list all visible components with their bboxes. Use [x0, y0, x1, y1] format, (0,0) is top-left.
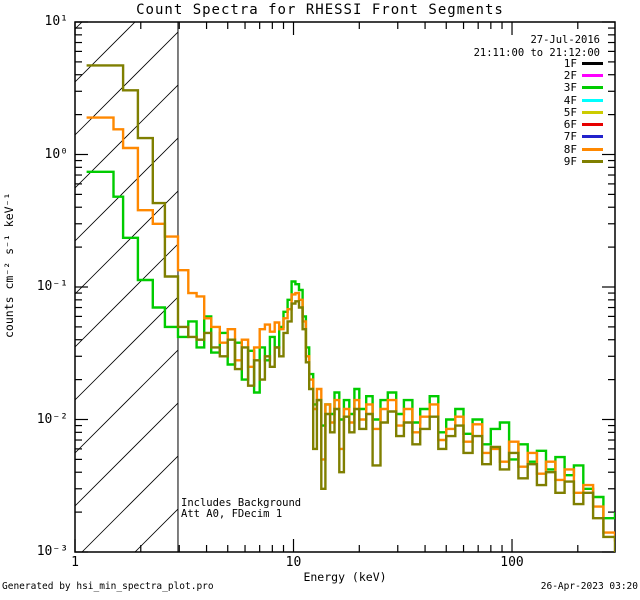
legend-label: 6F — [563, 118, 577, 132]
legend-swatch — [582, 123, 603, 127]
legend-swatch — [582, 73, 603, 77]
legend-label: 7F — [563, 130, 577, 144]
annotation-background: Includes Background Att A0, FDecim 1 — [181, 498, 301, 520]
legend-swatch — [582, 98, 603, 102]
x-tick-label: 1 — [71, 555, 79, 570]
legend-entry: 8F — [563, 142, 603, 156]
legend-label: 8F — [563, 142, 577, 156]
y-tick-label: 10¹ — [44, 14, 68, 29]
legend-swatch — [582, 61, 603, 65]
legend-label: 3F — [563, 81, 577, 95]
y-tick-label: 10⁻³ — [36, 544, 68, 559]
footer-timestamp: 26-Apr-2023 03:20 — [540, 581, 638, 592]
series-group — [86, 64, 615, 552]
chart-title: Count Spectra for RHESSI Front Segments — [136, 2, 504, 18]
footer-generated-by: Generated by hsi_min_spectra_plot.pro — [2, 581, 214, 592]
hatch-region — [75, 22, 178, 552]
y-tick-label: 10⁻¹ — [36, 279, 68, 294]
x-axis-label: Energy (keV) — [303, 570, 387, 584]
legend-swatch — [582, 135, 603, 139]
legend-swatch — [582, 147, 603, 151]
legend-swatch — [582, 110, 603, 114]
legend-entry: 2F — [563, 68, 603, 82]
legend-entry: 9F — [563, 155, 603, 169]
legend-label: 5F — [563, 105, 577, 119]
legend-entry: 3F — [563, 81, 603, 95]
legend-label: 4F — [563, 93, 577, 107]
annotation-attenuator: Att A0, FDecim 1 — [181, 508, 283, 520]
x-tick-label: 100 — [500, 555, 524, 570]
legend-label: 9F — [563, 155, 577, 169]
legend-swatch — [582, 160, 603, 164]
legend-entry: 5F — [563, 105, 603, 119]
legend-label: 2F — [563, 68, 577, 82]
y-tick-label: 10⁻² — [36, 411, 68, 427]
legend: 1F 2F 3F 4F 5F 6F 7F 8F 9F — [564, 57, 603, 168]
legend-swatch — [582, 86, 603, 90]
legend-label: 1F — [563, 56, 577, 70]
legend-entry: 6F — [563, 118, 603, 132]
series-9F — [86, 64, 615, 552]
annotation-includes-background: Includes Background — [181, 497, 302, 509]
legend-entry: 1F — [563, 56, 603, 70]
annotation-date: 27-Jul-2016 — [530, 34, 600, 46]
x-tick-label: 10 — [285, 555, 302, 570]
annotation-datetime: 27-Jul-2016 21:11:00 to 21:12:00 — [474, 34, 600, 60]
legend-entry: 7F — [563, 130, 603, 144]
axis-ticks — [74, 21, 615, 553]
y-tick-label: 10⁰ — [44, 146, 68, 162]
annotation-time-range: 21:11:00 to 21:12:00 — [473, 47, 600, 59]
y-axis-label: counts cm⁻² s⁻¹ keV⁻¹ — [2, 192, 16, 338]
legend-entry: 4F — [563, 93, 603, 107]
